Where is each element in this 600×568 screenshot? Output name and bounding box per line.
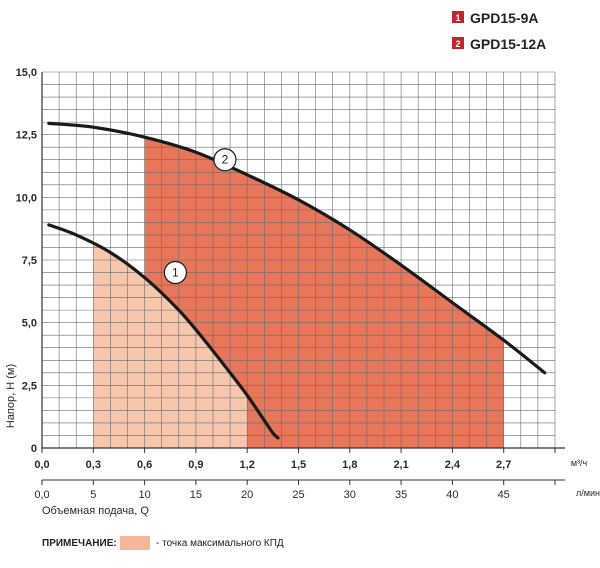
x-tick-label: 0,9 [188, 459, 203, 471]
note-label: ПРИМЕЧАНИЕ: [42, 538, 117, 549]
y-tick-label: 0 [31, 443, 37, 455]
legend-label-2: GPD15-12A [470, 36, 546, 52]
y-tick-label: 2,5 [22, 380, 37, 392]
y-tick-label: 5,0 [22, 318, 37, 330]
y-tick-label: 12,5 [16, 130, 37, 142]
x-axis-title: Объемная подача, Q [42, 505, 149, 517]
x-tick-label: 1,2 [240, 459, 255, 471]
curve-2 [47, 121, 547, 375]
y-tick-label: 10,0 [16, 192, 37, 204]
x-tick-label: 1,8 [342, 459, 357, 471]
x2-tick-label: 30 [344, 489, 356, 501]
x-tick-label: 2,4 [445, 459, 461, 471]
legend-number-1: 1 [455, 13, 460, 23]
y-tick-label: 15,0 [16, 67, 37, 79]
note: ПРИМЕЧАНИЕ: - точка максимального КПД [42, 536, 284, 550]
curve-tag-label-2: 2 [222, 153, 229, 167]
x-tick-label: 2,1 [393, 459, 408, 471]
note-swatch [120, 536, 150, 550]
x2-tick-label: 5 [90, 489, 96, 501]
y-tick-label: 7,5 [22, 255, 37, 267]
curve-tag-label-1: 1 [172, 266, 179, 280]
axes [41, 72, 565, 485]
x2-tick-label: 10 [138, 489, 150, 501]
tick-labels: 0,0 0,3 0,6 0,9 1,2 1,5 1,8 2,1 2,4 2,70,0 5 10 15 20… [16, 67, 512, 501]
legend-number-2: 2 [455, 39, 460, 49]
x2-tick-label: 15 [190, 489, 202, 501]
x2-tick-label: 25 [292, 489, 304, 501]
x-axis-unit: м³/ч [571, 458, 588, 468]
x-tick-label: 2,7 [496, 459, 511, 471]
legend-label-1: GPD15-9A [470, 10, 538, 26]
efficiency-zone-2 [93, 243, 248, 448]
legend-swatch-1 [452, 11, 464, 23]
x-tick-label: 0,3 [86, 459, 101, 471]
curve-1 [47, 223, 280, 440]
x-tick-label: 1,5 [291, 459, 306, 471]
x2-tick-label: 45 [498, 489, 510, 501]
x-tick-label: 0,6 [137, 459, 152, 471]
grid [41, 71, 556, 449]
x-tick-label: 0,0 [34, 459, 49, 471]
x2-tick-label: 20 [241, 489, 253, 501]
note-text: - точка максимального КПД [156, 538, 284, 549]
curve-tag-2 [213, 148, 237, 172]
x2-tick-label: 0,0 [34, 489, 49, 501]
legend-swatch-2 [452, 37, 464, 49]
x2-axis-unit: л/мин [576, 488, 600, 498]
y-axis-title: Напор, Н (м) [5, 364, 17, 428]
legend: 1 GPD15-9A 2 GPD15-12A [452, 10, 546, 52]
efficiency-zones [93, 137, 504, 449]
x2-tick-label: 35 [395, 489, 407, 501]
curves: 12 [47, 121, 547, 440]
curve-tag-1 [163, 260, 187, 285]
efficiency-zone-1 [144, 137, 504, 449]
x2-tick-label: 40 [446, 489, 458, 501]
